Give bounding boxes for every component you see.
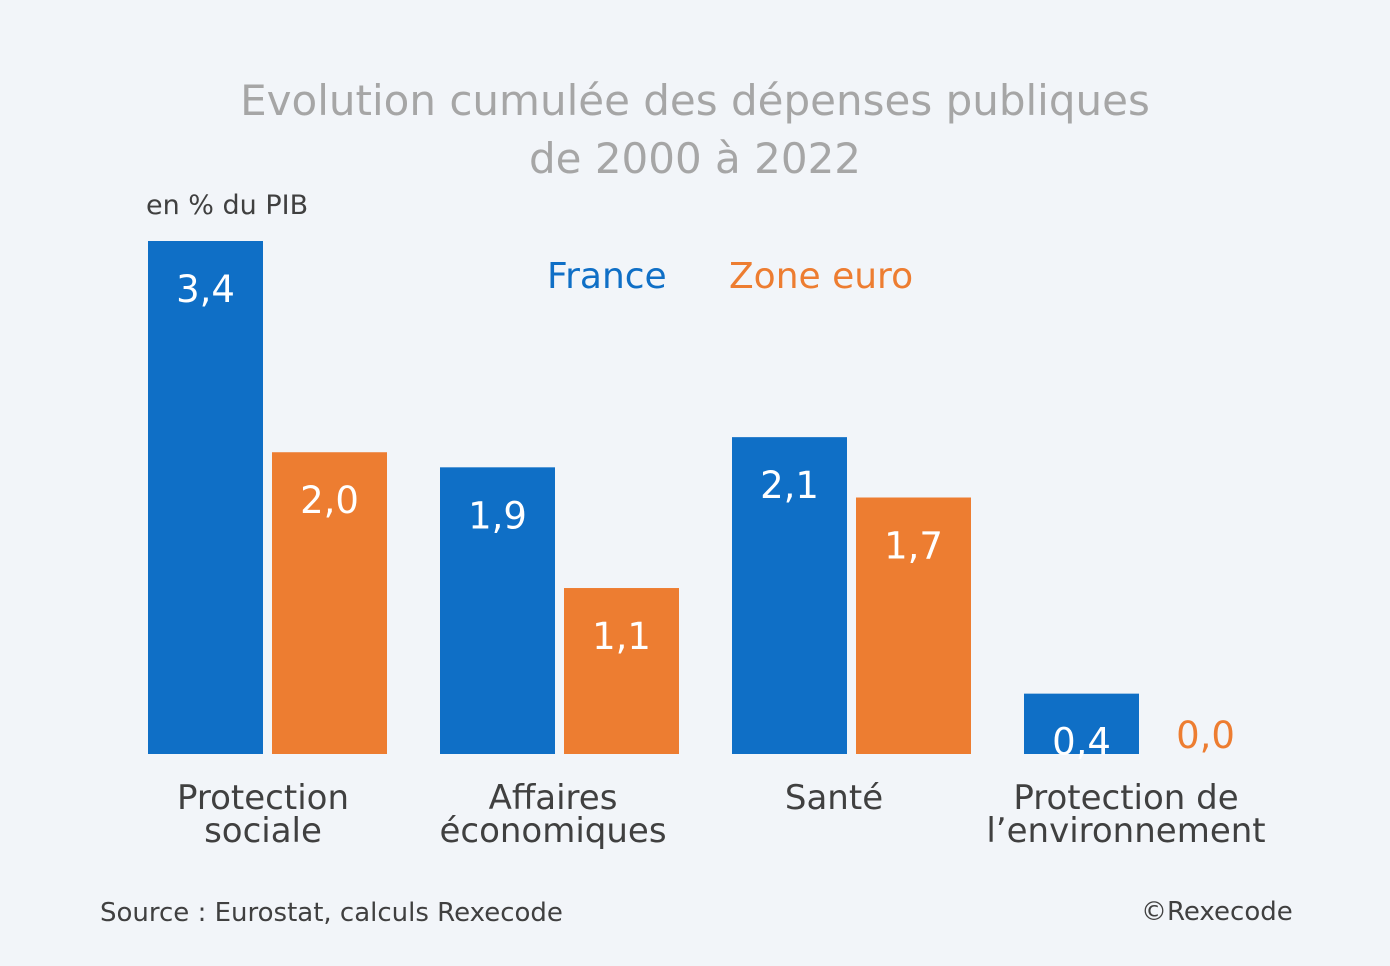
category-label-0-line-0: Protection [176, 778, 349, 818]
bar-zone-euro-1 [564, 588, 679, 754]
category-label-3-line-0: Protection de [1013, 778, 1239, 818]
category-label-1-line-0: Affaires [488, 778, 618, 818]
y-axis-unit-label: en % du PIB [146, 190, 309, 221]
category-label-1-line-1: économiques [439, 811, 667, 851]
category-label-1: Affaires économiques [388, 778, 718, 851]
chart-title-line-1: Evolution cumulée des dépenses publiques [240, 76, 1150, 125]
bar-france-0 [148, 241, 263, 754]
category-label-2-line-0: Santé [784, 778, 884, 818]
source-note: Source : Eurostat, calculs Rexecode [100, 898, 563, 928]
chart-title: Evolution cumulée des dépenses publiques… [0, 72, 1390, 188]
data-label-zone-euro-3: 0,0 [1176, 714, 1235, 757]
bar-zone-euro-0 [272, 452, 387, 754]
data-label-zone-euro-1: 1,1 [592, 615, 651, 658]
category-label-3-line-1: l’environnement [986, 811, 1266, 851]
data-label-zone-euro-2: 1,7 [884, 525, 943, 568]
legend-france: France [547, 256, 667, 297]
bar-france-3 [1024, 693, 1139, 754]
data-label-zone-euro-0: 2,0 [300, 479, 359, 522]
bar-france-2 [732, 437, 847, 754]
data-label-france-2: 2,1 [760, 464, 819, 507]
data-label-france-0: 3,4 [176, 268, 235, 311]
chart-title-line-2: de 2000 à 2022 [528, 134, 862, 183]
data-label-france-1: 1,9 [468, 494, 527, 537]
category-label-2: Santé [669, 778, 999, 818]
category-label-0-line-1: sociale [204, 811, 322, 851]
category-label-0: Protection sociale [98, 778, 428, 851]
legend-zone-euro: Zone euro [729, 256, 914, 297]
bar-france-1 [440, 467, 555, 754]
copyright-note: ©Rexecode [1141, 897, 1293, 927]
data-label-france-3: 0,4 [1052, 721, 1111, 764]
category-label-3: Protection de l’environnement [961, 778, 1291, 851]
bar-zone-euro-2 [856, 497, 971, 754]
